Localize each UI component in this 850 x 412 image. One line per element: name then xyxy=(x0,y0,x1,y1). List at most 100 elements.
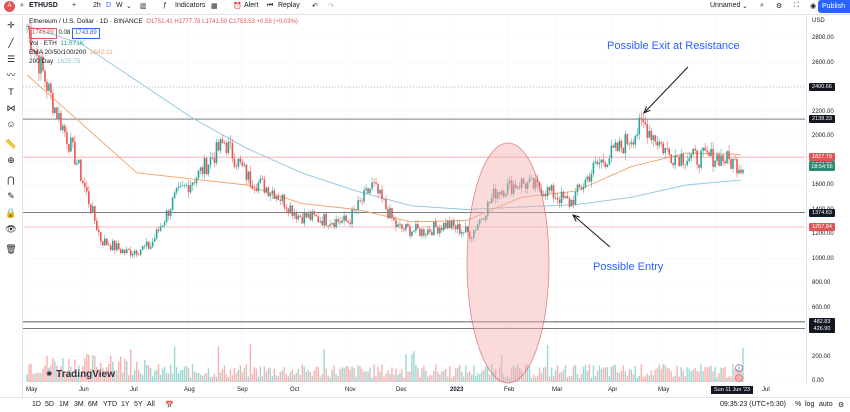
volume-bar xyxy=(343,368,345,382)
emoji-icon[interactable]: ☺ xyxy=(6,119,16,129)
redo-icon[interactable]: ↷ xyxy=(328,3,334,10)
vol-label[interactable]: Vol · ETH xyxy=(29,40,57,47)
candle-body xyxy=(441,227,443,231)
volume-bar xyxy=(213,373,216,382)
percent-toggle[interactable]: % xyxy=(795,401,802,408)
range-1m[interactable]: 1M xyxy=(59,401,69,408)
trash-icon[interactable]: 🗑 xyxy=(5,244,17,254)
candle-body xyxy=(139,249,142,255)
price-tick: 600.00 xyxy=(812,304,831,311)
indicators-button[interactable]: Indicators xyxy=(175,2,206,9)
zoom-icon[interactable]: ⊕ xyxy=(7,155,15,165)
date-range-icon[interactable]: 📅 xyxy=(165,402,174,409)
chevron-down-icon[interactable]: ⌄ xyxy=(742,3,748,10)
add-symbol-button[interactable]: + xyxy=(72,2,77,9)
lock-icon[interactable]: 🔒 xyxy=(5,208,17,218)
volume-bar xyxy=(130,349,132,382)
range-5d[interactable]: 5D xyxy=(45,401,54,408)
undo-icon[interactable]: ↶ xyxy=(312,3,318,10)
magnet-icon[interactable]: ⋂ xyxy=(7,175,15,185)
sell-price[interactable]: 1743.89 xyxy=(29,28,57,39)
sma-label[interactable]: 200 Day xyxy=(29,58,54,65)
avatar[interactable]: A xyxy=(4,1,15,12)
range-all[interactable]: All xyxy=(147,401,155,408)
clock[interactable]: 09:35:23 (UTC+5:30) xyxy=(720,401,786,408)
buy-price[interactable]: 1743.89 xyxy=(72,28,100,39)
interval-2h[interactable]: 2h xyxy=(93,2,101,9)
range-1y[interactable]: 1Y xyxy=(121,401,130,408)
eye-icon[interactable]: 👁 xyxy=(5,224,17,234)
range-ytd[interactable]: YTD xyxy=(103,401,117,408)
candle-body xyxy=(413,230,415,232)
exit-annotation[interactable]: Possible Exit at Resistance xyxy=(607,40,740,52)
legend-title[interactable]: Ethereum / U.S. Dollar · 1D · BINANCE xyxy=(29,18,143,25)
candle-body xyxy=(584,179,587,187)
templates-icon[interactable]: ▦ xyxy=(211,3,218,10)
volume-bar xyxy=(534,376,537,382)
candle-body xyxy=(534,179,537,189)
candle-body xyxy=(70,137,72,152)
pattern-icon[interactable]: 〰 xyxy=(6,70,16,80)
settings-icon[interactable]: ⚙ xyxy=(838,402,845,409)
range-3m[interactable]: 3M xyxy=(74,401,84,408)
settings-icon[interactable]: ⚙ xyxy=(776,3,783,10)
ema-label[interactable]: EMA 20/50/100/200 xyxy=(29,49,87,56)
layout-name[interactable]: Unnamed xyxy=(710,2,741,9)
volume-bar xyxy=(459,364,461,382)
range-6m[interactable]: 6M xyxy=(88,401,98,408)
currency-label[interactable]: USD xyxy=(812,18,825,24)
fullscreen-icon[interactable]: ⛶ xyxy=(794,2,799,9)
horizontal-lines-icon[interactable]: ☰ xyxy=(6,54,16,64)
auto-toggle[interactable]: auto xyxy=(819,401,833,408)
volume-bar xyxy=(26,374,28,382)
time-label: Jun xyxy=(79,387,89,393)
range-1d[interactable]: 1D xyxy=(32,401,41,408)
candle-body xyxy=(552,185,555,199)
text-icon[interactable]: T xyxy=(8,87,14,97)
log-toggle[interactable]: log xyxy=(805,401,815,408)
pattern-tool-icon[interactable]: ⋈ xyxy=(6,103,16,113)
search-icon[interactable]: ⌕ xyxy=(20,2,24,9)
candle-body xyxy=(666,147,669,149)
replay-icon[interactable]: ⏮ xyxy=(267,2,274,9)
candle-body xyxy=(684,164,686,166)
volume-bar xyxy=(70,366,72,382)
entry-annotation[interactable]: Possible Entry xyxy=(593,261,664,273)
volume-bar xyxy=(273,368,276,382)
alert-icon[interactable]: ⏰ xyxy=(233,3,242,10)
interval-w[interactable]: W xyxy=(116,2,123,9)
candle-body xyxy=(101,241,104,246)
search-icon[interactable]: ⌕ xyxy=(760,2,764,9)
volume-bar xyxy=(209,377,212,382)
price-scale[interactable]: USD 2800.002600.002400.002200.002000.001… xyxy=(806,15,850,384)
indicators-icon[interactable]: ƒ xyxy=(163,2,167,9)
volume-bar xyxy=(167,373,170,382)
candle-body xyxy=(375,182,377,184)
candle-body xyxy=(345,215,347,222)
range-5y[interactable]: 5Y xyxy=(134,401,143,408)
lock-drawing-icon[interactable]: ✎ xyxy=(7,191,15,201)
candle-body xyxy=(568,198,571,207)
bar-style-icon[interactable]: ▥ xyxy=(140,3,147,10)
candle-body xyxy=(570,200,573,207)
crosshair-icon[interactable]: ✛ xyxy=(7,20,15,30)
chevron-down-icon[interactable]: ⌄ xyxy=(126,3,132,10)
ruler-icon[interactable]: 📏 xyxy=(5,139,17,149)
volume-bar xyxy=(102,367,104,382)
volume-bar xyxy=(239,365,242,382)
volume-bar xyxy=(660,368,662,382)
publish-button[interactable]: Publish xyxy=(818,0,850,13)
candle-body xyxy=(704,147,706,151)
symbol-search[interactable]: ETHUSD xyxy=(29,2,58,9)
candle-body xyxy=(283,194,286,208)
chart-pane[interactable] xyxy=(23,15,805,384)
interval-d[interactable]: D xyxy=(106,2,112,9)
camera-icon[interactable]: ◉ xyxy=(810,3,817,10)
candle-body xyxy=(530,177,533,179)
trendline-icon[interactable]: ╱ xyxy=(8,38,14,48)
alert-button[interactable]: Alert xyxy=(244,2,259,9)
replay-button[interactable]: Replay xyxy=(278,2,300,9)
time-scale[interactable]: May Jun Jul Aug Sep Oct Nov Dec 2023 Feb Mar Apr May… xyxy=(23,384,805,396)
volume-bar xyxy=(698,371,700,382)
volume-bar xyxy=(237,369,240,382)
